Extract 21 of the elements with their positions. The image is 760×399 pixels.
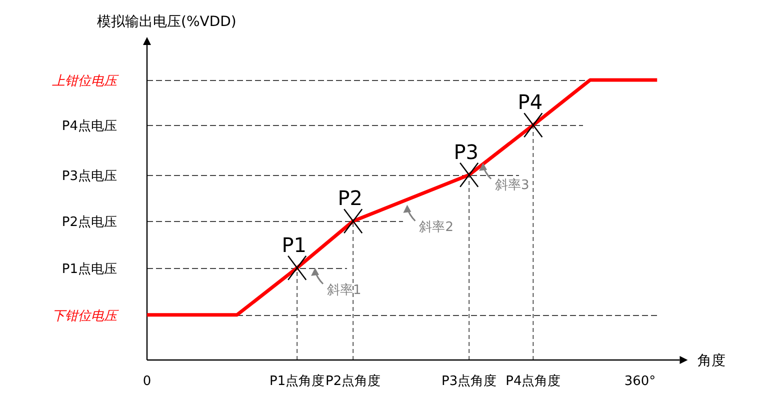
annotation: P2 — [338, 186, 362, 210]
annotation: 斜率2 — [419, 218, 454, 235]
x-tick-label: P1点角度 — [270, 373, 325, 389]
ref-line-label: 下钳位电压 — [52, 308, 119, 324]
ref-line-label: P1点电压 — [62, 262, 117, 277]
y-axis-title: 模拟输出电压(%VDD) — [97, 14, 236, 30]
x-tick-label: P4点角度 — [506, 373, 561, 389]
annotation: P3 — [454, 140, 478, 164]
annotation: 斜率1 — [327, 282, 362, 298]
x-tick-label: 0 — [142, 374, 152, 389]
x-tick-label: P2点角度 — [326, 373, 381, 389]
x-axis-title: 角度 — [698, 353, 726, 369]
ref-line-label: P4点电压 — [62, 119, 117, 134]
annotation: 斜率3 — [495, 176, 530, 193]
annotation: P1 — [282, 232, 306, 257]
ref-line-label: P3点电压 — [62, 168, 117, 184]
x-tick-label: P3点角度 — [442, 373, 497, 389]
x-tick-label: 360° — [624, 374, 656, 389]
ref-line-label: P2点电压 — [62, 215, 117, 230]
ref-line-label: 上钳位电压 — [52, 74, 119, 89]
annotation: P4 — [518, 90, 543, 114]
